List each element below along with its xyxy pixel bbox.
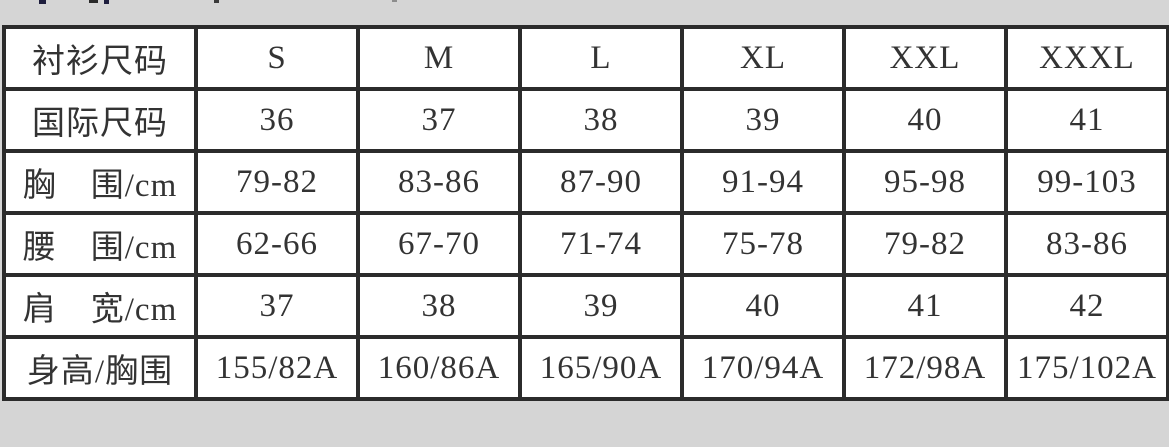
- size-chart-cell: 40: [680, 273, 846, 339]
- size-chart-cell: 38: [518, 87, 684, 153]
- size-chart-cell: 42: [1004, 273, 1169, 339]
- column-header-size-xl: XL: [680, 25, 846, 91]
- size-chart-cell: 37: [194, 273, 360, 339]
- column-header-size-xxl: XXL: [842, 25, 1008, 91]
- cropped-text-remnant: [392, 0, 397, 2]
- size-chart-cell: 41: [1004, 87, 1169, 153]
- size-chart-cell: 170/94A: [680, 335, 846, 401]
- size-chart-cell: 38: [356, 273, 522, 339]
- column-header-size-m: M: [356, 25, 522, 91]
- cropped-text-remnant: [39, 0, 46, 4]
- size-chart-cell: 165/90A: [518, 335, 684, 401]
- size-chart-cell: 41: [842, 273, 1008, 339]
- table-row-shoulder: 肩 宽/cm 37 38 39 40 41 42: [2, 273, 1169, 339]
- cropped-text-remnant: [214, 0, 219, 3]
- table-row-chest: 胸 围/cm 79-82 83-86 87-90 91-94 95-98 99-…: [2, 149, 1169, 215]
- size-chart-cell: 67-70: [356, 211, 522, 277]
- size-chart-cell: 172/98A: [842, 335, 1008, 401]
- size-chart-cell: 155/82A: [194, 335, 360, 401]
- table-row-waist: 腰 围/cm 62-66 67-70 71-74 75-78 79-82 83-…: [2, 211, 1169, 277]
- size-chart-cell: 175/102A: [1004, 335, 1169, 401]
- size-chart-cell: 36: [194, 87, 360, 153]
- cropped-text-remnant: [104, 0, 109, 4]
- size-chart-cell: 91-94: [680, 149, 846, 215]
- table-row-international-size: 国际尺码 36 37 38 39 40 41: [2, 87, 1169, 153]
- size-chart-cell: 39: [518, 273, 684, 339]
- row-header-international-size: 国际尺码: [2, 87, 198, 153]
- column-header-shirt-size: 衬衫尺码: [2, 25, 198, 91]
- size-chart-cell: 79-82: [194, 149, 360, 215]
- row-header-chest: 胸 围/cm: [2, 149, 198, 215]
- size-chart-cell: 99-103: [1004, 149, 1169, 215]
- size-chart-cell: 75-78: [680, 211, 846, 277]
- size-chart-cell: 95-98: [842, 149, 1008, 215]
- size-chart-cell: 160/86A: [356, 335, 522, 401]
- size-chart-cell: 62-66: [194, 211, 360, 277]
- size-chart-cell: 83-86: [356, 149, 522, 215]
- row-header-waist: 腰 围/cm: [2, 211, 198, 277]
- table-row-height-chest: 身高/胸围 155/82A 160/86A 165/90A 170/94A 17…: [2, 335, 1169, 401]
- size-chart-cell: 87-90: [518, 149, 684, 215]
- cropped-text-remnant: [89, 0, 98, 3]
- size-chart-cell: 83-86: [1004, 211, 1169, 277]
- shirt-size-chart-table: 衬衫尺码 S M L XL XXL XXXL 国际尺码 36 37 38 39 …: [2, 25, 1169, 401]
- row-header-height-chest: 身高/胸围: [2, 335, 198, 401]
- size-chart-cell: 40: [842, 87, 1008, 153]
- size-chart-cell: 79-82: [842, 211, 1008, 277]
- column-header-size-s: S: [194, 25, 360, 91]
- column-header-size-l: L: [518, 25, 684, 91]
- size-chart-cell: 39: [680, 87, 846, 153]
- size-chart-cell: 71-74: [518, 211, 684, 277]
- size-chart-cell: 37: [356, 87, 522, 153]
- column-header-size-xxxl: XXXL: [1004, 25, 1169, 91]
- table-row-header: 衬衫尺码 S M L XL XXL XXXL: [2, 25, 1169, 91]
- row-header-shoulder: 肩 宽/cm: [2, 273, 198, 339]
